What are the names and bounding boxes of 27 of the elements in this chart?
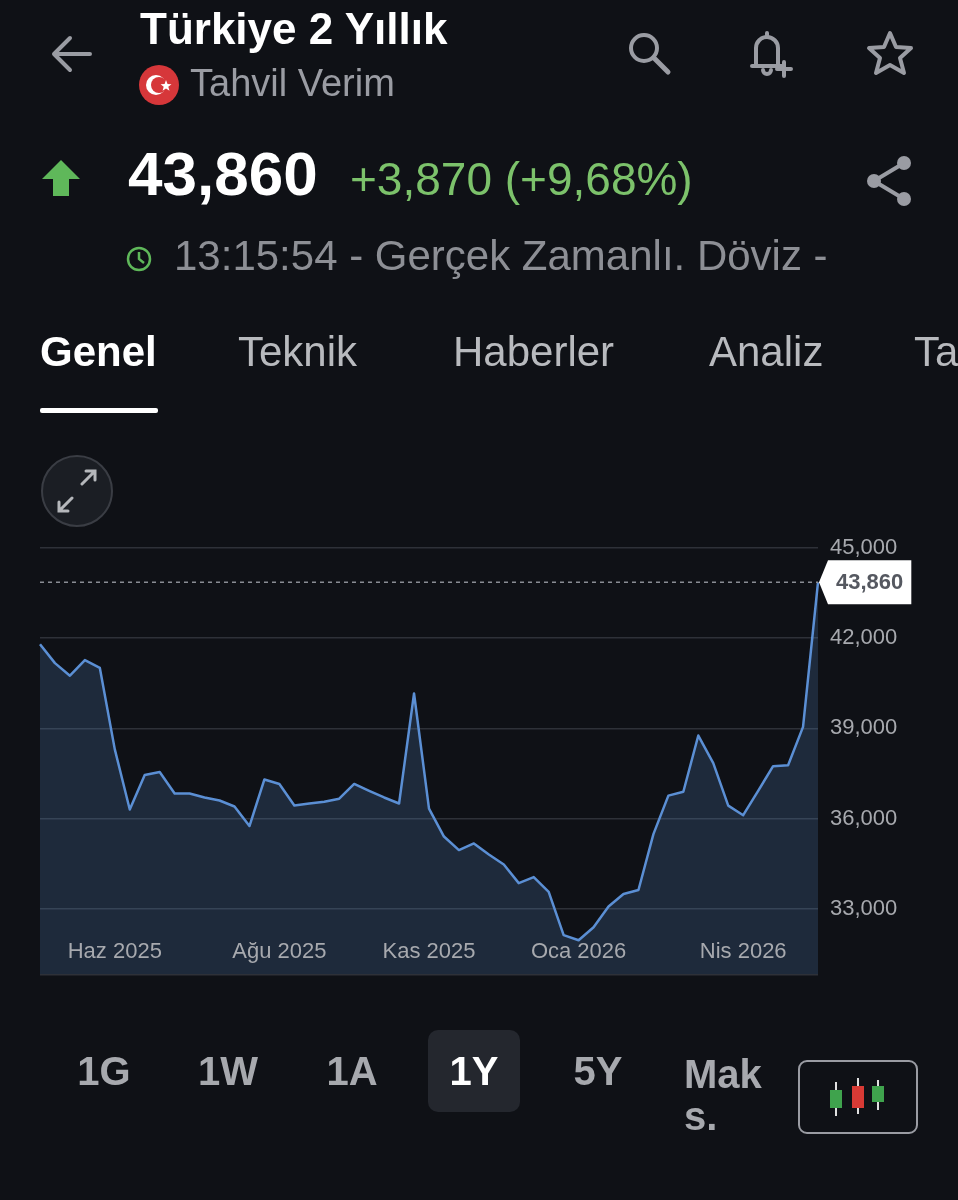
text: 1A [325, 1048, 379, 1095]
text: 13:15:54 - Gerçek Zamanlı. Döviz - [174, 232, 828, 280]
text: Teknik [238, 328, 358, 376]
text: Ta [914, 328, 958, 376]
x-tick-label: Nis 2026 [699, 938, 787, 964]
text: Haberler [453, 328, 615, 376]
x-tick-label: Kas 2025 [382, 938, 476, 964]
y-tick-label: 33,000 [830, 894, 898, 920]
chart-title: Türkiye 2 Yıllık [140, 4, 448, 54]
text: 43,860 [128, 138, 318, 209]
chart-subtitle: Tahvil Verim [190, 62, 395, 105]
y-tick-label: 36,000 [830, 804, 898, 830]
ref-line-label: 43,860 [836, 569, 904, 595]
text: Analiz [709, 328, 824, 376]
x-tick-label: Haz 2025 [67, 938, 162, 964]
y-tick-label: 42,000 [830, 624, 898, 650]
text: +3,870 (+9,68%) [350, 152, 693, 206]
text: Genel [40, 328, 157, 376]
text: 1G [76, 1048, 132, 1095]
y-tick-label: 45,000 [830, 534, 898, 560]
x-tick-label: Oca 2026 [530, 938, 627, 964]
x-tick-label: Ağu 2025 [232, 938, 327, 964]
text: 5Y [572, 1048, 624, 1095]
text: 1W [197, 1048, 259, 1095]
text: Maks. [684, 1051, 763, 1140]
y-tick-label: 39,000 [830, 714, 898, 740]
text: 1Y [428, 1030, 520, 1112]
